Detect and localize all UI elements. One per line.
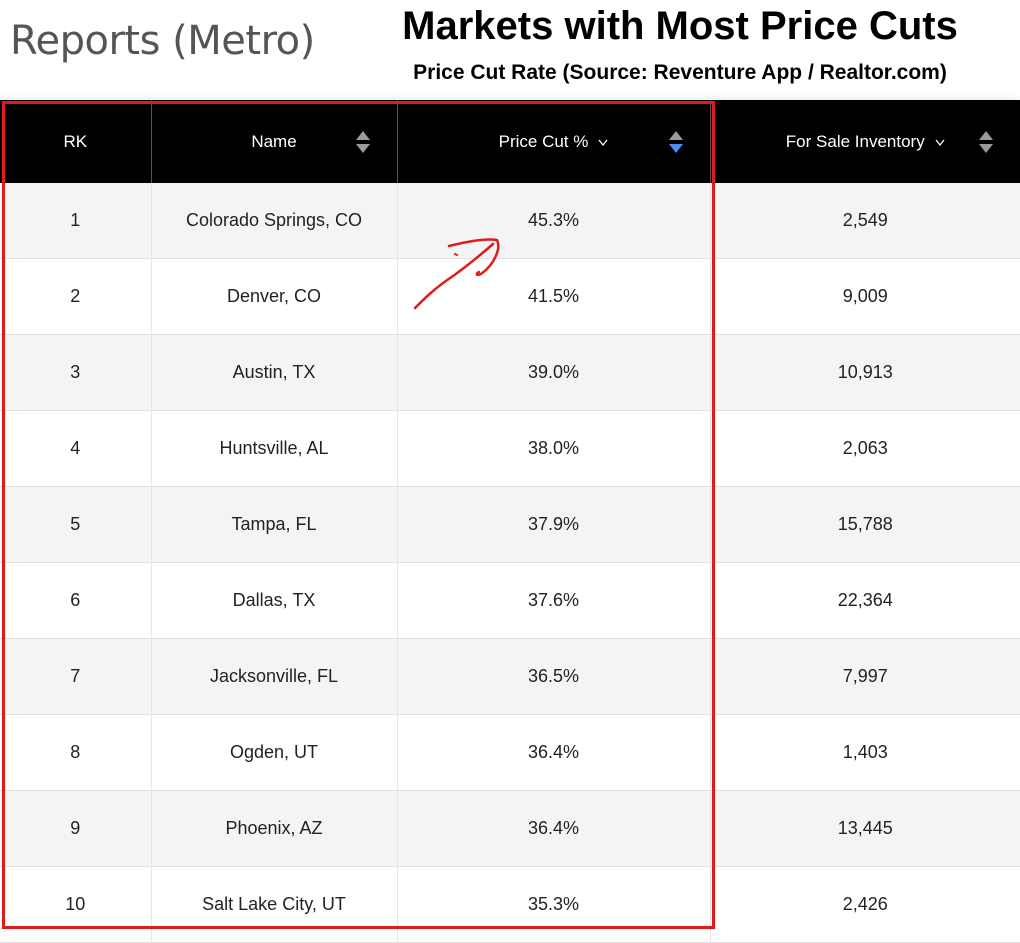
inventory-cell: 2,549	[710, 183, 1020, 259]
name-cell[interactable]: Colorado Springs, CO	[150, 183, 398, 259]
overlay-subtitle: Price Cut Rate (Source: Reventure App / …	[413, 61, 947, 84]
rank-cell: 4	[0, 410, 151, 487]
price-cut-cell: 38.0%	[397, 410, 711, 487]
inventory-cell: 9,009	[710, 258, 1020, 335]
inventory-cell: 22,364	[710, 562, 1020, 639]
inventory-cell: 2,063	[710, 410, 1020, 487]
sort-desc-active-icon[interactable]	[668, 129, 684, 155]
rank-cell: 9	[0, 790, 151, 867]
rank-cell: 2	[0, 258, 151, 335]
column-header-inventory[interactable]: For Sale Inventory	[710, 100, 1020, 183]
rank-cell: 3	[0, 334, 151, 411]
table-row[interactable]: 10 Salt Lake City, UT 35.3% 2,426	[0, 866, 1020, 943]
table-row[interactable]: 5 Tampa, FL 37.9% 15,788	[0, 486, 1020, 563]
table-header-row: RK Name Price Cut %	[0, 100, 1020, 183]
price-cut-cell: 37.9%	[397, 486, 711, 563]
price-cut-cell: 37.6%	[397, 562, 711, 639]
name-cell[interactable]: Tampa, FL	[150, 486, 398, 563]
column-header-label: Name	[251, 131, 297, 151]
name-cell[interactable]: Jacksonville, FL	[150, 638, 398, 715]
table-row[interactable]: 9 Phoenix, AZ 36.4% 13,445	[0, 790, 1020, 867]
column-header-label: For Sale Inventory	[785, 131, 925, 151]
price-cut-cell: 36.4%	[397, 714, 711, 791]
inventory-cell: 7,997	[710, 638, 1020, 715]
rank-cell: 5	[0, 486, 151, 563]
name-cell[interactable]: Ogden, UT	[150, 714, 398, 791]
name-cell[interactable]: Phoenix, AZ	[150, 790, 398, 867]
table-row[interactable]: 2 Denver, CO 41.5% 9,009	[0, 258, 1020, 335]
column-header-label: Price Cut %	[498, 131, 589, 151]
inventory-cell: 2,426	[710, 866, 1020, 943]
price-cut-cell: 36.5%	[397, 638, 711, 715]
rank-cell: 6	[0, 562, 151, 639]
name-cell[interactable]: Huntsville, AL	[150, 410, 398, 487]
name-cell[interactable]: Austin, TX	[150, 334, 398, 411]
sort-updown-icon[interactable]	[355, 129, 371, 155]
column-header-label: RK	[63, 131, 88, 151]
column-header-rank[interactable]: RK	[0, 100, 152, 183]
price-cut-cell: 41.5%	[397, 258, 711, 335]
name-cell[interactable]: Denver, CO	[150, 258, 398, 335]
sort-updown-icon[interactable]	[978, 129, 994, 155]
price-cut-cell: 35.3%	[397, 866, 711, 943]
name-cell[interactable]: Salt Lake City, UT	[150, 866, 398, 943]
data-table: RK Name Price Cut %	[0, 100, 1020, 943]
column-header-name[interactable]: Name	[151, 100, 398, 183]
page-heading: Reports (Metro)	[10, 18, 315, 64]
rank-cell: 1	[0, 183, 151, 259]
metro-report-table: RK Name Price Cut %	[0, 100, 1020, 943]
table-row[interactable]: 6 Dallas, TX 37.6% 22,364	[0, 562, 1020, 639]
price-cut-cell: 36.4%	[397, 790, 711, 867]
chevron-down-icon[interactable]	[935, 137, 945, 147]
chevron-down-icon[interactable]	[598, 137, 608, 147]
inventory-cell: 15,788	[710, 486, 1020, 563]
inventory-cell: 10,913	[710, 334, 1020, 411]
overlay-title: Markets with Most Price Cuts	[402, 4, 958, 48]
table-row[interactable]: 8 Ogden, UT 36.4% 1,403	[0, 714, 1020, 791]
table-row[interactable]: 7 Jacksonville, FL 36.5% 7,997	[0, 638, 1020, 715]
table-row[interactable]: 4 Huntsville, AL 38.0% 2,063	[0, 410, 1020, 487]
column-header-price-cut[interactable]: Price Cut %	[397, 100, 711, 183]
inventory-cell: 13,445	[710, 790, 1020, 867]
rank-cell: 7	[0, 638, 151, 715]
price-cut-cell: 45.3%	[397, 183, 711, 259]
inventory-cell: 1,403	[710, 714, 1020, 791]
rank-cell: 10	[0, 866, 151, 943]
table-row[interactable]: 1 Colorado Springs, CO 45.3% 2,549	[0, 183, 1020, 259]
table-row[interactable]: 3 Austin, TX 39.0% 10,913	[0, 334, 1020, 411]
name-cell[interactable]: Dallas, TX	[150, 562, 398, 639]
price-cut-cell: 39.0%	[397, 334, 711, 411]
rank-cell: 8	[0, 714, 151, 791]
